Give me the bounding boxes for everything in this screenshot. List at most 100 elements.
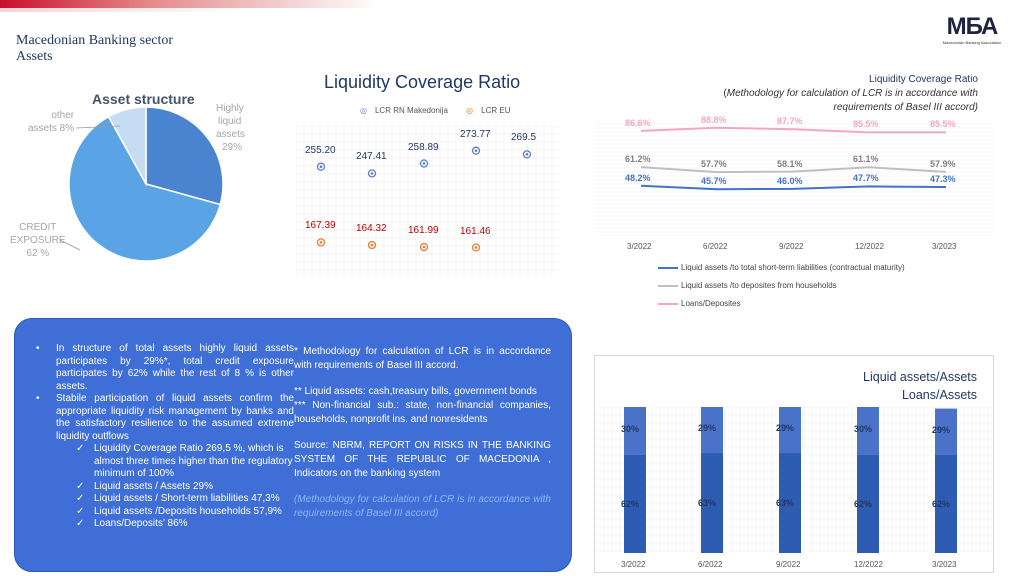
rt-data-label: 85.5% [930, 119, 956, 130]
legend-text: Loans/Deposites [681, 299, 741, 308]
pie-leader-credit [59, 239, 81, 251]
rt-series-line [640, 126, 946, 134]
lcr-data-label: 258.89 [408, 141, 439, 153]
rt-legend-item: Liquid assets /to deposites from househo… [658, 281, 837, 290]
check-lcr: Liquidity Coverage Ratio 269,5 %, which … [36, 443, 294, 481]
rt-data-label: 88.8% [701, 114, 727, 125]
lcr-data-label: 273.77 [460, 128, 491, 140]
lcr-data-label: 167.39 [305, 220, 336, 232]
bar-loans-label: 62% [621, 498, 640, 509]
ratios-title: Liquidity Coverage Ratio [869, 74, 978, 85]
legend-text: Liquid assets /to total short-term liabi… [681, 263, 905, 272]
bar-liquid-label: 30% [621, 423, 640, 434]
lcr-point [367, 240, 377, 250]
legend-text: Liquid assets /to deposites from househo… [681, 281, 837, 290]
lcr-point [419, 159, 429, 168]
lcr-data-label: 161.99 [408, 225, 439, 237]
rt-series-line [640, 184, 947, 191]
bar-loans [857, 454, 879, 553]
rt-data-label: 45.7% [701, 176, 727, 187]
rt-data-label: 86.6% [625, 117, 651, 128]
rt-data-label: 85.5% [853, 119, 879, 130]
pie-slice [145, 106, 224, 206]
ratios-subtitle-line2: requirements of Basel III accord) [833, 102, 978, 113]
lcr-data-label: 269.5 [511, 132, 537, 144]
bullet-liquid-participation: Stabile participation of liquid assets c… [36, 393, 294, 443]
rt-data-label: 47.3% [930, 174, 956, 184]
bar-loans [624, 454, 646, 553]
bar-liquid [935, 408, 957, 455]
legend-swatch [658, 302, 678, 305]
asset-structure-pie-chart [59, 106, 224, 262]
lcr-point [316, 162, 326, 171]
pie-label-liquid: Highly liquid assets 29% [216, 103, 245, 153]
rt-data-label: 58.1% [777, 158, 803, 169]
mba-logo: МБА Macedonian Banking Association [942, 13, 1002, 46]
lcr-point [471, 146, 481, 155]
lcr-point-center [319, 241, 323, 244]
bar-liquid [624, 407, 646, 455]
pie-slice [68, 115, 222, 262]
lcr-point-center [474, 149, 478, 152]
bar-loans [779, 453, 801, 553]
lcr-scatter-chart [296, 126, 558, 276]
note-source: Source: NBRM, REPORT ON RISKS IN THE BAN… [294, 440, 551, 479]
bar-axis-label: 3/2023 [932, 560, 957, 569]
assets-ratio-bar-chart [596, 407, 992, 553]
lcr-point [522, 150, 532, 159]
bar-loans-label: 62% [932, 498, 951, 509]
lcr-legend: ◎ LCR RN Makedonija ◎ LCR EU [360, 106, 526, 115]
bar-loans [935, 454, 957, 553]
rt-data-label: 48.2% [625, 172, 651, 183]
rt-axis-label: 3/2022 [627, 242, 652, 251]
top-accent-stripe-secondary [0, 8, 250, 12]
summary-bullets: In structure of total assets highly liqu… [36, 343, 294, 531]
lcr-point-center [370, 172, 374, 175]
bar-axis-label: 12/2022 [854, 560, 883, 569]
lcr-point-center [370, 243, 374, 247]
rt-data-label: 87.7% [777, 116, 803, 127]
check-short-term: Liquid assets / Short-term liabilities 4… [36, 493, 294, 506]
rt-data-label: 57.7% [701, 159, 727, 170]
note-methodology: * Methodology for calculation of LCR is … [294, 346, 551, 371]
legend-lcr-mk: ◎ LCR RN Makedonija [360, 106, 448, 115]
note-liquid-assets: ** Liquid assets: cash,treasury bills, g… [294, 386, 537, 397]
bar-liquid [857, 407, 879, 455]
rt-legend-item: Loans/Deposites [658, 299, 741, 308]
lcr-point-center [319, 165, 323, 168]
lcr-point [419, 242, 429, 252]
rt-axis-label: 3/2023 [932, 242, 957, 251]
lcr-point-center [422, 162, 426, 165]
note-nonfinancial: *** Non-financial sub.: state, non-finan… [294, 400, 551, 425]
rt-data-label: 61.2% [625, 154, 651, 165]
bar-axis-label: 3/2022 [621, 560, 646, 569]
logo-subtitle: Macedonian Banking Association [942, 40, 1002, 45]
ratios-chart-title: Liquidity Coverage Ratio (Methodology fo… [723, 74, 978, 113]
check-deposits: Liquid assets /Deposits households 57,9% [36, 506, 294, 519]
top-accent-stripe [0, 0, 380, 8]
lcr-data-label: 161.46 [460, 225, 491, 237]
legend-swatch [658, 284, 678, 287]
bar-axis-label: 6/2022 [698, 560, 723, 569]
rt-series-line [640, 166, 947, 174]
bar-title-line2: Loans/Assets [901, 388, 977, 402]
rt-data-label: 57.9% [930, 158, 956, 169]
lcr-point [316, 238, 326, 247]
lcr-data-label: 255.20 [305, 144, 336, 156]
bar-loans-label: 63% [698, 498, 717, 508]
ratios-subtitle-line1: Methodology for calculation of LCR is in… [726, 88, 978, 99]
logo-mark: МБА [946, 13, 999, 40]
rt-data-label: 46.0% [777, 175, 803, 186]
liquidity-ratios-line-chart [596, 123, 994, 236]
legend-swatch [658, 266, 678, 269]
page-title-line1: Macedonian Banking sector [16, 33, 174, 48]
bar-liquid [779, 407, 801, 454]
legend-lcr-eu: ◎ LCR EU [466, 106, 511, 115]
rt-axis-label: 12/2022 [855, 242, 884, 251]
lcr-data-label: 164.32 [356, 223, 387, 235]
pie-chart-title: Asset structure [92, 91, 195, 107]
lcr-data-label: 247.41 [356, 151, 387, 163]
check-liquid-assets: Liquid assets / Assets 29% [36, 481, 294, 494]
lcr-point [367, 169, 377, 178]
bar-chart-panel [594, 355, 994, 573]
